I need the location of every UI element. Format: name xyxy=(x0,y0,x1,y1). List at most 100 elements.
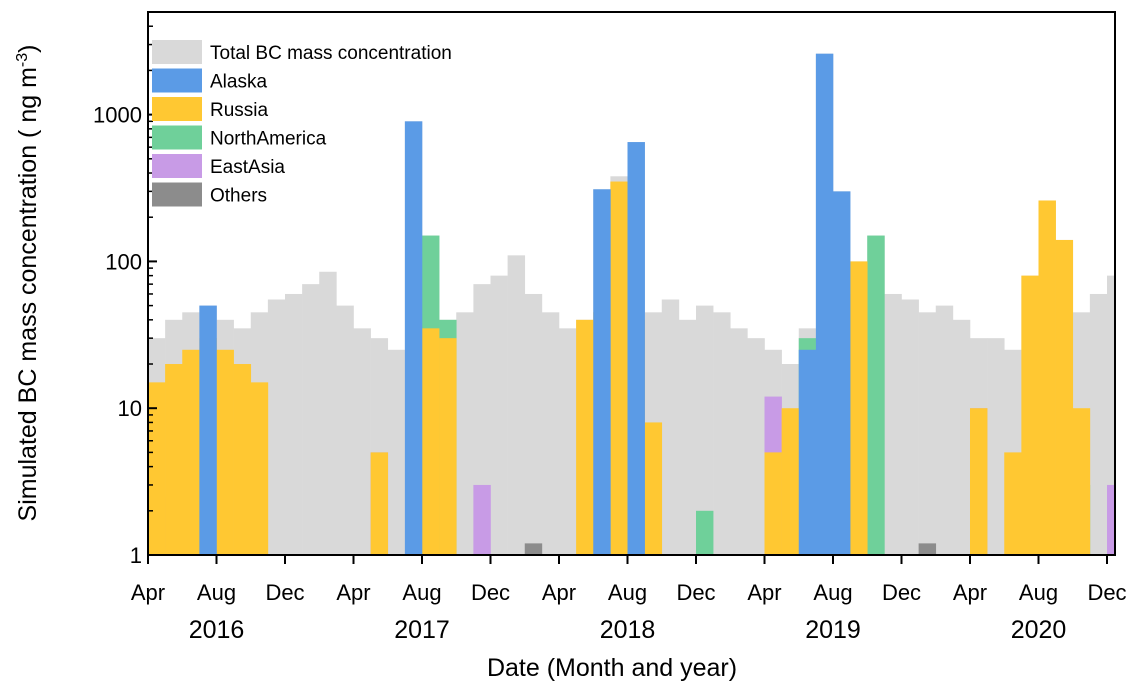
x-tick-label: Aug xyxy=(402,580,441,605)
legend-swatch xyxy=(152,154,202,178)
bar xyxy=(490,275,508,555)
bar xyxy=(935,305,954,555)
bar xyxy=(850,261,868,555)
bar xyxy=(901,299,919,555)
bar xyxy=(267,299,286,555)
bar xyxy=(559,328,577,555)
bar xyxy=(165,364,183,555)
y-label-suffix: ) xyxy=(14,45,42,53)
bar xyxy=(473,484,491,555)
x-tick-label: Dec xyxy=(471,580,510,605)
bar xyxy=(593,189,611,555)
bar xyxy=(370,452,389,555)
legend-swatch xyxy=(152,125,202,150)
bar xyxy=(884,293,902,555)
bar xyxy=(678,319,697,555)
bar xyxy=(970,408,988,555)
year-label: 2019 xyxy=(805,616,861,644)
bar xyxy=(541,312,560,555)
legend-label: Alaska xyxy=(210,72,267,93)
x-tick-label: Apr xyxy=(747,580,781,605)
bar xyxy=(404,121,423,555)
bar xyxy=(336,305,354,555)
y-label-text: Simulated BC mass concentration ( ng m xyxy=(14,67,42,521)
plot-area xyxy=(148,53,1115,555)
bar xyxy=(1038,200,1056,555)
legend-swatch xyxy=(152,68,202,93)
legend: Total BC mass concentration Alaska Russia N… xyxy=(152,40,452,207)
x-tick-label: Apr xyxy=(953,580,987,605)
bar xyxy=(387,349,406,555)
legend-label: Others xyxy=(210,186,267,207)
bar xyxy=(456,312,474,555)
bar xyxy=(285,293,303,555)
x-axis-label: Date (Month and year) xyxy=(487,654,737,682)
x-tick-label: Dec xyxy=(676,580,715,605)
x-tick-label: Dec xyxy=(1087,580,1126,605)
x-tick-label: Aug xyxy=(813,580,852,605)
bar xyxy=(250,382,269,555)
bar xyxy=(696,305,714,555)
x-tick-label: Apr xyxy=(542,580,576,605)
bar xyxy=(1107,275,1115,555)
bar xyxy=(576,319,594,555)
y-tick-label: 1 xyxy=(130,543,142,568)
bar xyxy=(644,422,663,555)
y-tick-label: 100 xyxy=(105,249,142,274)
bar xyxy=(524,543,543,555)
y-tick-label: 1000 xyxy=(93,103,142,128)
x-tick-label: Aug xyxy=(197,580,236,605)
bar xyxy=(798,349,817,555)
bar xyxy=(918,312,937,555)
legend-label: Russia xyxy=(210,100,269,121)
bar xyxy=(182,349,200,555)
bar xyxy=(987,338,1005,555)
bar xyxy=(867,235,885,555)
year-label: 2017 xyxy=(394,616,450,644)
bar xyxy=(233,364,252,555)
bar xyxy=(148,382,166,555)
x-tick-label: Aug xyxy=(1019,580,1058,605)
bar xyxy=(627,142,645,555)
bar xyxy=(1072,408,1091,555)
bars xyxy=(148,53,1115,555)
bar xyxy=(661,299,680,555)
y-axis-label: Simulated BC mass concentration ( ng m-3… xyxy=(14,45,42,522)
legend-swatch xyxy=(152,182,202,207)
bar xyxy=(1107,484,1115,555)
x-tick-label: Aug xyxy=(608,580,647,605)
bar xyxy=(302,284,320,555)
year-label: 2018 xyxy=(600,616,656,644)
x-tick-label: Apr xyxy=(131,580,165,605)
legend-label: Total BC mass concentration xyxy=(210,43,452,64)
year-label: 2020 xyxy=(1011,616,1067,644)
bar xyxy=(1021,275,1039,555)
bar xyxy=(199,305,217,555)
bar xyxy=(833,191,851,555)
legend-swatch xyxy=(152,40,202,64)
bar xyxy=(610,181,628,555)
bar xyxy=(764,452,782,555)
x-tick-label: Dec xyxy=(882,580,921,605)
bar xyxy=(319,271,337,555)
bar xyxy=(781,408,800,555)
y-label-superscript: -3 xyxy=(14,53,31,67)
bar xyxy=(1089,293,1108,555)
legend-label: EastAsia xyxy=(210,157,285,178)
bar xyxy=(747,338,765,555)
legend-swatch xyxy=(152,97,202,121)
bar xyxy=(918,543,937,555)
bar xyxy=(1055,239,1074,555)
bar xyxy=(439,338,457,555)
bar xyxy=(524,293,543,555)
bar xyxy=(730,328,748,555)
year-label: 2016 xyxy=(189,616,245,644)
bar xyxy=(952,319,971,555)
bar xyxy=(696,510,714,555)
legend-label: NorthAmerica xyxy=(210,129,327,150)
x-tick-label: Apr xyxy=(336,580,370,605)
bar xyxy=(815,53,834,555)
bar xyxy=(713,312,731,555)
